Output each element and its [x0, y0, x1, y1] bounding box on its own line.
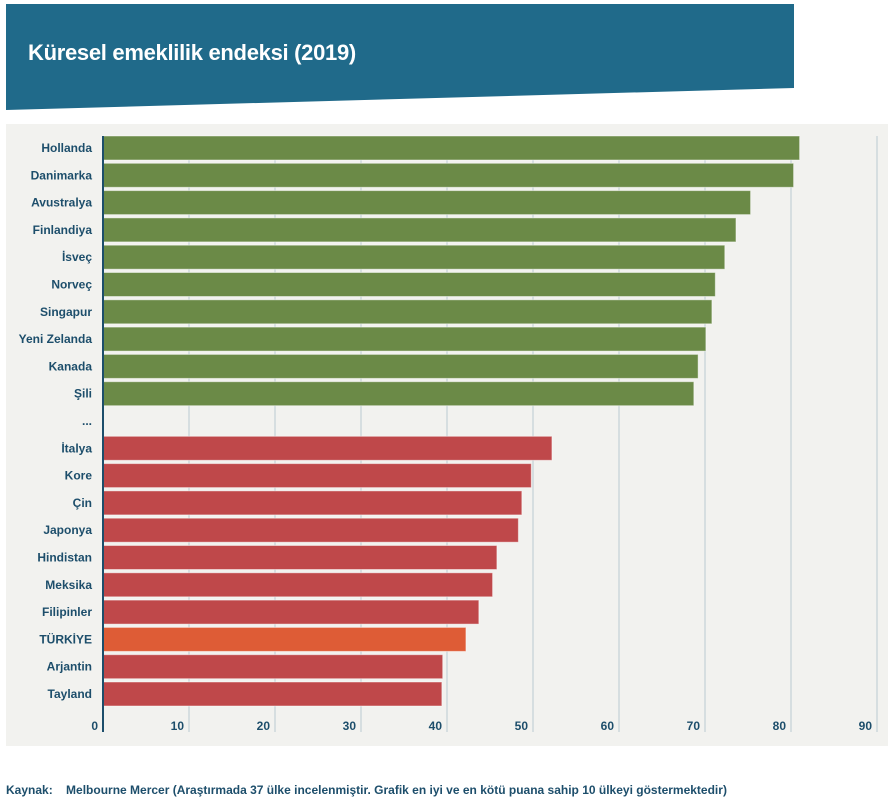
x-tick-label: 90: [859, 719, 873, 733]
bar-arjantin: [102, 654, 444, 680]
source-note: Kaynak: Melbourne Mercer (Araştırmada 37…: [6, 783, 727, 797]
x-tick-label: 70: [687, 719, 701, 733]
category-label: Avustralya: [31, 196, 92, 210]
banner-shape: [6, 4, 794, 110]
title-banner: Küresel emeklilik endeksi (2019): [6, 4, 794, 112]
bar-kanada: [102, 353, 699, 379]
category-label: Meksika: [45, 578, 92, 592]
category-label: Tayland: [48, 687, 92, 701]
bar-filipinler: [102, 599, 480, 625]
category-label: İtalya: [61, 440, 92, 455]
category-label: Singapur: [40, 305, 92, 319]
bar-yeni-zelanda: [102, 326, 707, 352]
bar-norveç: [102, 272, 716, 297]
x-tick-label: 40: [429, 719, 443, 733]
x-tick-label: 0: [91, 719, 98, 733]
bar-türki̇ye: [102, 626, 467, 652]
category-label: TÜRKİYE: [39, 631, 92, 646]
chart-panel: Hollanda Danimarka Avustralya Finlandiya İsv…: [6, 124, 888, 746]
source-label: Kaynak:: [6, 783, 53, 797]
bar-avustralya: [102, 190, 752, 216]
category-labels: Hollanda Danimarka Avustralya Finlandiya İsv…: [19, 141, 93, 701]
category-label: Yeni Zelanda: [19, 332, 93, 346]
category-label: Hollanda: [41, 141, 92, 155]
bar-hindistan: [102, 545, 498, 570]
bar-i̇talya: [102, 435, 553, 461]
bar-japonya: [102, 517, 519, 543]
x-tick-label: 60: [601, 719, 615, 733]
category-label: Filipinler: [42, 605, 92, 619]
x-tick-label: 80: [773, 719, 787, 733]
category-label: Çin: [73, 496, 92, 510]
bar-i̇sveç: [102, 244, 726, 270]
x-tick-label: 30: [343, 719, 357, 733]
category-label: Finlandiya: [33, 223, 93, 237]
category-label: İsveç: [62, 249, 92, 264]
category-label: Şili: [74, 387, 92, 401]
category-label: Norveç: [51, 278, 92, 292]
category-label: Hindistan: [37, 551, 92, 565]
bar-çin: [102, 490, 523, 516]
category-label: Kore: [65, 469, 93, 483]
category-label: ...: [82, 414, 92, 428]
category-label: Kanada: [49, 359, 93, 373]
x-tick-label: 50: [515, 719, 529, 733]
x-tick-label: 20: [257, 719, 271, 733]
bar-tayland: [102, 681, 443, 707]
chart-title: Küresel emeklilik endeksi (2019): [28, 40, 356, 65]
bar-kore: [102, 463, 532, 489]
bar-şili: [102, 381, 695, 407]
x-tick-labels: 0 10 20 30 40 50 60 70 80 90: [91, 719, 872, 733]
source-text: Melbourne Mercer (Araştırmada 37 ülke in…: [66, 783, 727, 797]
bar-finlandiya: [102, 217, 737, 243]
bar-chart: Hollanda Danimarka Avustralya Finlandiya İsv…: [19, 135, 878, 733]
bar-danimarka: [102, 162, 795, 188]
bar-singapur: [102, 299, 713, 325]
bar-meksika: [102, 572, 494, 598]
category-label: Danimarka: [31, 168, 93, 182]
bars: [102, 135, 801, 707]
x-tick-label: 10: [171, 719, 185, 733]
category-label: Japonya: [43, 523, 92, 537]
category-label: Arjantin: [47, 660, 92, 674]
bar-hollanda: [102, 135, 801, 161]
